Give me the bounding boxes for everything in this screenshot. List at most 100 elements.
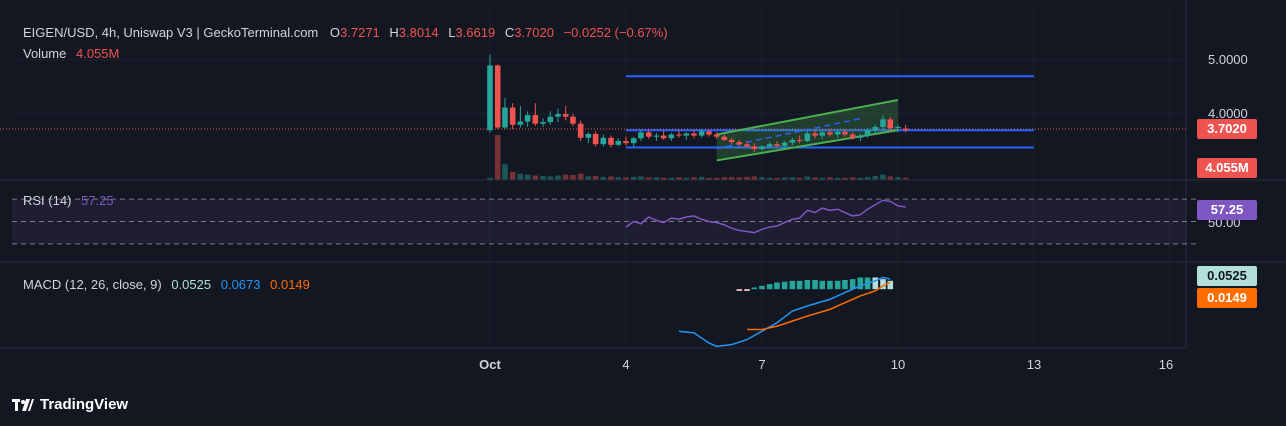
macd-histogram-bar-8	[796, 280, 803, 290]
macd-histogram-bar-13	[834, 280, 841, 290]
rsi-label: RSI (14)	[23, 193, 72, 208]
volume-value: 4.055M	[76, 46, 120, 61]
volume-bar-3	[509, 171, 516, 180]
high-label: H	[389, 25, 399, 40]
pane-separators[interactable]	[0, 179, 1286, 349]
macd-histogram-bar-16	[857, 277, 864, 290]
channel-upper-line	[716, 98, 899, 136]
volume-bar-7	[540, 175, 546, 180]
volume-bar-49	[857, 177, 864, 180]
volume-bar-11	[570, 175, 576, 180]
candle-body-11	[570, 116, 576, 124]
price-axis-label-4: 4.0000	[1208, 106, 1248, 121]
candle-body-20	[638, 132, 644, 139]
candle-body-42	[804, 133, 811, 141]
macd-signal-line	[747, 281, 891, 331]
candle-body-45	[827, 132, 833, 135]
candle-body-26	[683, 133, 690, 136]
rsi-legend: RSI (14) 57.25	[23, 193, 114, 208]
volume-bar-54	[895, 177, 901, 180]
candle-body-55	[902, 128, 909, 131]
macd-histogram-bar-0	[736, 289, 743, 291]
candle-body-16	[608, 137, 614, 145]
last-price-badge: 3.7020	[1197, 119, 1257, 139]
candle-body-3	[509, 107, 516, 125]
macd-histogram-bar-1	[744, 289, 750, 291]
candle-body-31	[721, 136, 728, 140]
time-label-4: 4	[622, 357, 630, 372]
time-label-16: 16	[1158, 357, 1174, 372]
candle-body-33	[736, 142, 743, 145]
volume-bar-8	[547, 176, 554, 180]
volume-bar-16	[608, 176, 614, 180]
candle-body-22	[653, 135, 660, 137]
candle-body-15	[600, 137, 607, 145]
volume-bar-27	[691, 177, 697, 180]
volume-bar-37	[766, 177, 773, 180]
candle-body-7	[540, 122, 546, 124]
candle-body-47	[842, 131, 848, 135]
macd-histogram-bar-4	[766, 284, 773, 290]
volume-bar-15	[600, 176, 607, 180]
candle-body-12	[577, 123, 584, 138]
candle-body-18	[623, 141, 629, 144]
candle-body-38	[774, 144, 780, 146]
volume-bar-43	[812, 177, 818, 180]
macd-histogram-bar-3	[759, 285, 765, 290]
close-value: 3.7020	[514, 25, 554, 40]
candle-body-49	[857, 135, 864, 138]
open-label: O	[329, 25, 341, 40]
candle-body-48	[849, 134, 856, 138]
candle-body-14	[592, 133, 599, 145]
volume-bar-39	[781, 177, 788, 180]
macd-histogram-bar-18	[872, 277, 879, 290]
candle-body-52	[880, 119, 886, 127]
macd-histogram-bar-20	[887, 280, 894, 290]
macd-histogram-bar-7	[789, 280, 796, 290]
symbol-title: EIGEN/USD, 4h, Uniswap V3 | GeckoTermina…	[23, 25, 319, 40]
candlesticks	[487, 54, 909, 152]
macd-histogram-bar-6	[781, 281, 788, 290]
volume-bar-12	[577, 173, 584, 180]
volume-bar-26	[683, 177, 690, 180]
macd-line-legend-value: 0.0673	[220, 277, 261, 292]
candle-body-44	[819, 132, 826, 136]
parallel-channel[interactable]	[716, 98, 899, 162]
candle-body-40	[789, 139, 796, 143]
candle-body-30	[713, 134, 720, 137]
high-value: 3.8014	[398, 25, 439, 40]
price-axis-label-5: 5.0000	[1208, 52, 1248, 67]
volume-bar-45	[827, 177, 833, 180]
macd-histogram-bar-2	[751, 287, 758, 290]
time-label-oct: Oct	[479, 357, 501, 372]
macd-histogram-bar-15	[849, 279, 856, 290]
candle-body-6	[532, 115, 539, 124]
volume-bar-36	[759, 177, 765, 180]
candle-body-53	[887, 119, 894, 129]
rsi-pane	[12, 198, 1196, 245]
open-value: 3.7271	[340, 25, 380, 40]
volume-bar-34	[744, 176, 750, 180]
volume-bar-40	[789, 177, 796, 180]
volume-bar-18	[623, 177, 629, 180]
macd-histogram-bar-10	[812, 279, 818, 290]
histogram-badge: 0.0149	[1197, 288, 1257, 308]
change-value: −0.0252 (−0.67%)	[563, 25, 668, 40]
volume-bar-38	[774, 177, 780, 180]
candle-body-34	[744, 144, 750, 147]
candle-body-28	[698, 131, 705, 136]
volume-bar-53	[887, 176, 894, 180]
low-label: L	[448, 25, 456, 40]
volume-label: Volume	[23, 46, 67, 61]
macd-histogram-bar-5	[774, 282, 780, 290]
volume-bar-2	[502, 164, 508, 180]
volume-bar-4	[517, 173, 524, 180]
candle-body-46	[834, 131, 841, 135]
volume-bar-23	[660, 177, 667, 180]
tradingview-brand[interactable]: TradingView	[12, 396, 128, 413]
candle-body-25	[676, 134, 682, 136]
candle-body-2	[502, 107, 508, 128]
candle-body-27	[691, 133, 697, 136]
volume-bar-14	[592, 175, 599, 180]
